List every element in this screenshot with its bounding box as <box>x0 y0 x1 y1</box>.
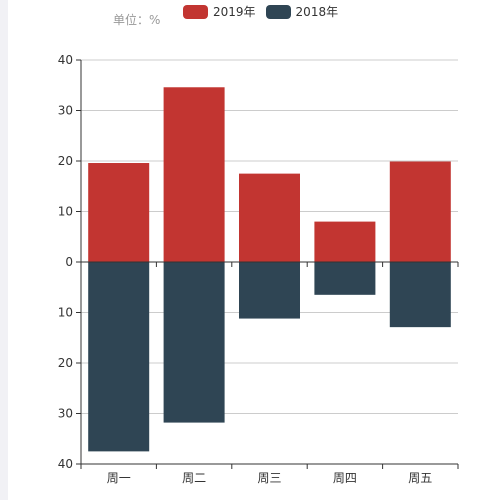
y-tick-label: 0 <box>65 255 73 269</box>
bar-2019-3 <box>314 221 376 262</box>
x-category-label: 周五 <box>408 471 432 485</box>
legend-label-2018: 2018年 <box>295 5 339 19</box>
x-category-label: 周三 <box>257 471 281 485</box>
y-tick-label: 20 <box>58 356 73 370</box>
bar-2019-1 <box>163 87 225 263</box>
y-tick-label: 30 <box>58 104 73 118</box>
bar-2019-2 <box>239 173 300 262</box>
y-tick-label: 20 <box>58 154 73 168</box>
unit-label: 单位：% <box>113 13 161 27</box>
y-tick-label: 10 <box>58 306 73 320</box>
tick-labels: 40 30 20 10 0 10 20 30 40 周一 周二 周三 周四 周五 <box>58 53 433 485</box>
x-category-label: 周一 <box>107 471 131 485</box>
legend-label-2019: 2019年 <box>213 5 256 19</box>
legend-swatch-2019 <box>183 4 208 19</box>
legend-item-2018[interactable]: 2018年 <box>265 3 339 20</box>
legend: 2019年 2018年 <box>183 3 348 20</box>
left-edge-strip <box>0 0 8 500</box>
bars <box>88 87 451 452</box>
y-tick-label: 30 <box>58 407 73 421</box>
y-tick-label: 10 <box>58 205 73 219</box>
legend-item-2019[interactable]: 2019年 <box>183 3 256 20</box>
bar-2018-2 <box>239 262 300 319</box>
x-category-label: 周四 <box>333 471 357 485</box>
bar-2018-0 <box>88 262 150 452</box>
y-tick-label: 40 <box>58 457 73 471</box>
bar-2019-4 <box>389 161 451 262</box>
legend-swatch-2018 <box>265 4 291 19</box>
bar-2018-1 <box>163 262 225 423</box>
axes <box>76 59 459 469</box>
x-category-label: 周二 <box>182 471 206 485</box>
bar-2018-4 <box>389 262 451 328</box>
bar-2018-3 <box>314 262 376 295</box>
y-tick-label: 40 <box>58 53 73 67</box>
bar-2019-0 <box>88 163 150 262</box>
